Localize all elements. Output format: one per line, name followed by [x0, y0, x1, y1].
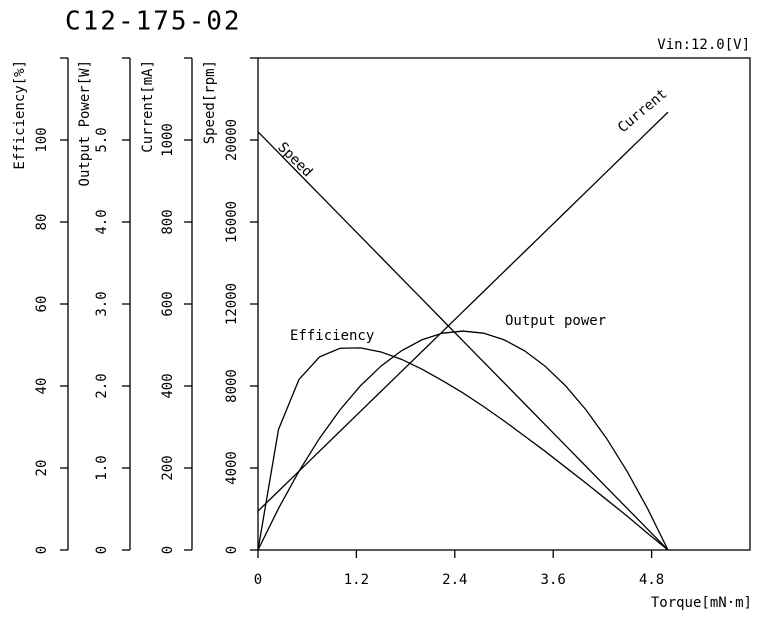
y-tick-label: 200	[160, 455, 176, 480]
y-tick-label: 0	[94, 546, 110, 554]
y-tick-label: 5.0	[94, 127, 110, 152]
series-line	[257, 131, 669, 551]
y-tick-label: 80	[34, 214, 50, 231]
chart-title: C12-175-02	[65, 7, 242, 37]
series-label: Efficiency	[290, 328, 374, 344]
y-axis-label: Current[mA]	[140, 60, 156, 153]
y-axis-label: Output Power[W]	[77, 60, 93, 186]
plot-frame	[257, 57, 751, 551]
y-tick-label: 12000	[224, 283, 240, 325]
series-label: Output power	[505, 313, 606, 329]
series-line	[257, 330, 669, 551]
y-tick-label: 1000	[160, 123, 176, 157]
series-label: Speed	[274, 139, 315, 180]
y-tick-label: 60	[34, 296, 50, 313]
y-axis-label: Speed[rpm]	[202, 60, 218, 144]
y-tick-label: 0	[224, 546, 240, 554]
series-line	[257, 111, 669, 512]
x-tick-label: 0	[254, 572, 262, 588]
x-tick-label: 2.4	[442, 572, 467, 588]
y-tick-label: 1.0	[94, 455, 110, 480]
x-tick-label: 1.2	[344, 572, 369, 588]
y-tick-label: 4000	[224, 451, 240, 485]
y-tick-label: 3.0	[94, 291, 110, 316]
y-axis-label: Efficiency[%]	[12, 60, 28, 170]
y-tick-label: 40	[34, 378, 50, 395]
y-tick-label: 4.0	[94, 209, 110, 234]
x-tick-label: 4.8	[639, 572, 664, 588]
y-tick-label: 16000	[224, 201, 240, 243]
x-axis-label: Torque[mN·m]	[651, 595, 752, 611]
y-tick-label: 2.0	[94, 373, 110, 398]
y-tick-label: 0	[160, 546, 176, 554]
y-tick-label: 800	[160, 209, 176, 234]
y-tick-label: 20	[34, 460, 50, 477]
y-tick-label: 100	[34, 127, 50, 152]
annotation: Vin:12.0[V]	[657, 37, 750, 53]
series-label: Current	[615, 86, 670, 136]
y-tick-label: 0	[34, 546, 50, 554]
x-tick-label: 3.6	[541, 572, 566, 588]
series-line	[257, 347, 669, 551]
y-tick-label: 8000	[224, 369, 240, 403]
y-tick-label: 20000	[224, 119, 240, 161]
y-tick-label: 400	[160, 373, 176, 398]
y-tick-label: 600	[160, 291, 176, 316]
